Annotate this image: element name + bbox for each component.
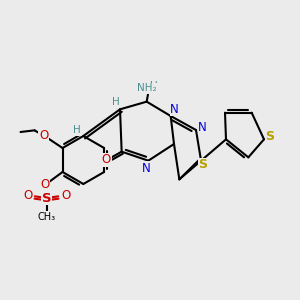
Text: S: S [42, 191, 51, 205]
Text: CH₃: CH₃ [38, 212, 56, 222]
Text: H: H [151, 81, 158, 91]
Text: O: O [23, 189, 32, 202]
Text: NH₂: NH₂ [137, 83, 157, 93]
Text: N: N [142, 161, 151, 175]
Text: N: N [198, 121, 207, 134]
Text: N: N [170, 103, 179, 116]
Text: H: H [74, 125, 81, 135]
Text: S: S [198, 158, 207, 172]
Text: O: O [61, 189, 70, 202]
Text: S: S [266, 130, 274, 142]
Text: H: H [112, 97, 120, 107]
Text: O: O [102, 153, 111, 166]
Text: O: O [40, 178, 50, 191]
Text: O: O [39, 130, 48, 142]
